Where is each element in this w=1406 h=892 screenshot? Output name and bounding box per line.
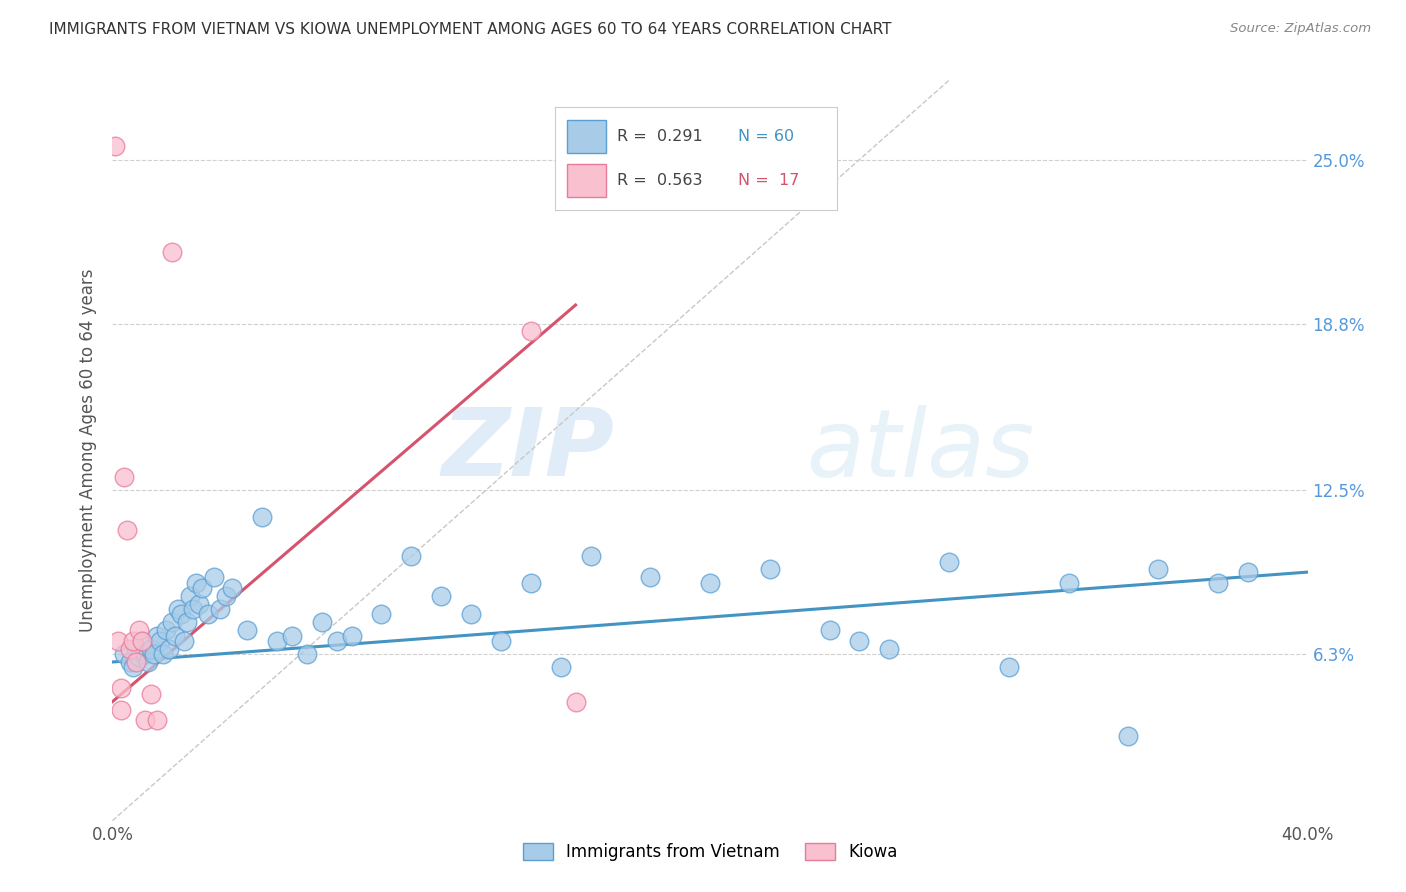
- Point: [520, 575, 543, 590]
- Point: [131, 633, 153, 648]
- Point: [179, 589, 201, 603]
- Text: R =  0.291: R = 0.291: [617, 128, 703, 144]
- Point: [114, 647, 135, 661]
- Point: [165, 628, 187, 642]
- Point: [520, 325, 543, 339]
- Point: [162, 615, 183, 630]
- Point: [188, 597, 211, 611]
- Point: [489, 633, 512, 648]
- Point: [167, 602, 190, 616]
- Point: [215, 589, 238, 603]
- Point: [401, 549, 423, 564]
- Point: [340, 628, 363, 642]
- Text: atlas: atlas: [806, 405, 1033, 496]
- Point: [128, 649, 150, 664]
- Point: [138, 655, 160, 669]
- Text: N = 60: N = 60: [738, 128, 794, 144]
- Point: [250, 509, 273, 524]
- Point: [236, 624, 259, 638]
- Point: [110, 681, 132, 696]
- Text: IMMIGRANTS FROM VIETNAM VS KIOWA UNEMPLOYMENT AMONG AGES 60 TO 64 YEARS CORRELAT: IMMIGRANTS FROM VIETNAM VS KIOWA UNEMPLO…: [49, 22, 891, 37]
- Bar: [567, 120, 606, 153]
- Point: [209, 602, 232, 616]
- Point: [107, 633, 129, 648]
- Text: ZIP: ZIP: [441, 404, 614, 497]
- Point: [848, 633, 870, 648]
- Point: [370, 607, 392, 622]
- Point: [146, 713, 169, 727]
- Point: [152, 647, 174, 661]
- Point: [141, 641, 163, 656]
- Point: [564, 695, 586, 709]
- Point: [117, 523, 139, 537]
- Point: [550, 660, 572, 674]
- Point: [1147, 562, 1170, 576]
- Text: N =  17: N = 17: [738, 173, 800, 188]
- Point: [579, 549, 602, 564]
- Point: [162, 245, 183, 260]
- Point: [170, 607, 193, 622]
- Point: [134, 647, 156, 661]
- Point: [311, 615, 333, 630]
- Point: [699, 575, 721, 590]
- Point: [114, 470, 135, 484]
- Point: [460, 607, 482, 622]
- Point: [430, 589, 453, 603]
- Point: [120, 641, 142, 656]
- Point: [176, 615, 198, 630]
- Point: [759, 562, 782, 576]
- Point: [266, 633, 288, 648]
- Point: [879, 641, 901, 656]
- Point: [1057, 575, 1080, 590]
- Point: [155, 624, 177, 638]
- Point: [1118, 729, 1140, 743]
- Point: [202, 570, 225, 584]
- Point: [938, 555, 960, 569]
- Point: [1237, 565, 1260, 579]
- Point: [143, 647, 166, 661]
- Point: [110, 703, 132, 717]
- Text: Source: ZipAtlas.com: Source: ZipAtlas.com: [1230, 22, 1371, 36]
- Point: [221, 581, 243, 595]
- Point: [186, 575, 208, 590]
- Text: R =  0.563: R = 0.563: [617, 173, 703, 188]
- Point: [134, 713, 156, 727]
- Point: [295, 647, 318, 661]
- Point: [128, 624, 150, 638]
- Point: [120, 655, 142, 669]
- Point: [818, 624, 841, 638]
- Point: [191, 581, 214, 595]
- Point: [149, 633, 172, 648]
- Point: [131, 633, 153, 648]
- Bar: [567, 164, 606, 197]
- Point: [173, 633, 195, 648]
- Point: [181, 602, 204, 616]
- Point: [141, 687, 163, 701]
- Point: [104, 139, 127, 153]
- Point: [281, 628, 304, 642]
- Point: [122, 660, 145, 674]
- Point: [157, 641, 180, 656]
- Point: [197, 607, 219, 622]
- Point: [125, 655, 148, 669]
- Point: [146, 628, 169, 642]
- Y-axis label: Unemployment Among Ages 60 to 64 years: Unemployment Among Ages 60 to 64 years: [79, 268, 97, 632]
- Point: [1206, 575, 1229, 590]
- Legend: Immigrants from Vietnam, Kiowa: Immigrants from Vietnam, Kiowa: [516, 837, 904, 868]
- Point: [125, 641, 148, 656]
- Point: [122, 633, 145, 648]
- Point: [998, 660, 1021, 674]
- Point: [325, 633, 347, 648]
- Point: [640, 570, 662, 584]
